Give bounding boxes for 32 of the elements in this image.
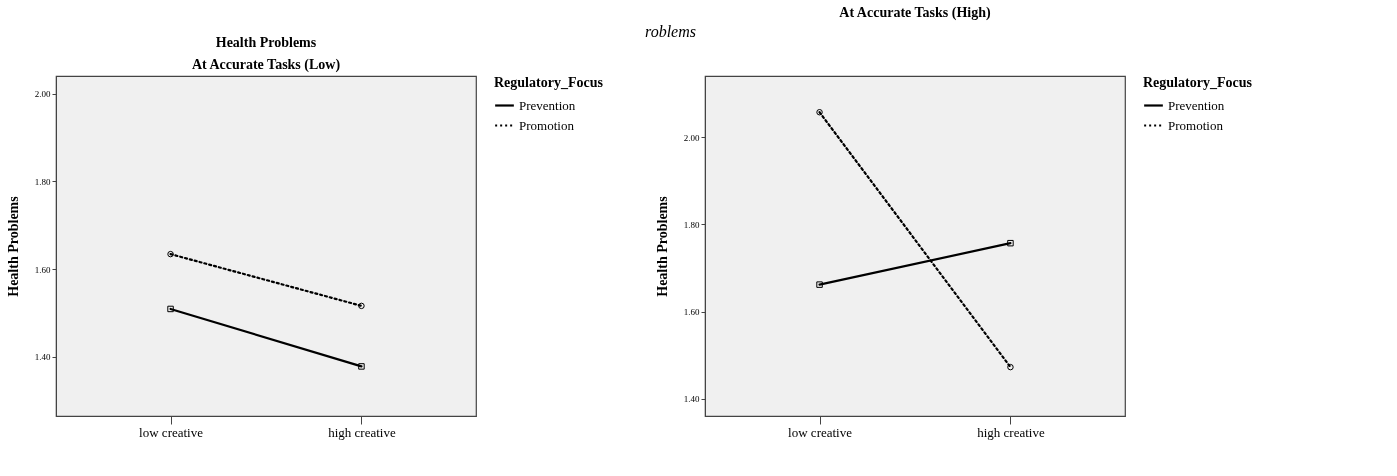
y-axis-title: Health Problems [654,195,670,297]
chart-subtitle: At Accurate Tasks (Low) [191,57,341,73]
x-tick-label: low creative [139,424,204,440]
point [1007,239,1014,247]
legend-label: Promotion [1168,117,1224,133]
legend-label: Prevention [1168,97,1225,113]
y-tick-label: 1.80 [683,219,700,230]
point [816,108,823,116]
point [167,250,174,258]
y-tick-label: 1.40 [34,352,51,363]
legend-title: Regulatory_Focus [494,75,604,90]
x-tick-label: low creative [788,424,853,440]
y-tick-label: 1.40 [683,394,700,405]
point [816,281,823,288]
y-tick-label: 1.60 [34,264,51,275]
y-axis-title: Health Problems [5,195,21,297]
legend-label: Prevention [519,97,576,113]
point [1007,363,1014,371]
legend-label: Promotion [519,117,575,133]
x-tick-label: high creative [977,424,1045,440]
y-tick-label: 2.00 [34,89,51,100]
chart-title: Health Problems [215,35,317,50]
chart-title: At Accurate Tasks (High) [839,5,991,21]
y-tick-label: 1.80 [34,176,51,187]
legend-title: Regulatory_Focus [1143,75,1253,90]
y-tick-label: 2.00 [683,132,700,143]
point [167,305,174,313]
point [358,363,365,370]
text: roblems [645,23,696,40]
point [358,302,365,310]
y-tick-label: 1.60 [683,307,700,318]
x-tick-label: high creative [328,424,396,440]
